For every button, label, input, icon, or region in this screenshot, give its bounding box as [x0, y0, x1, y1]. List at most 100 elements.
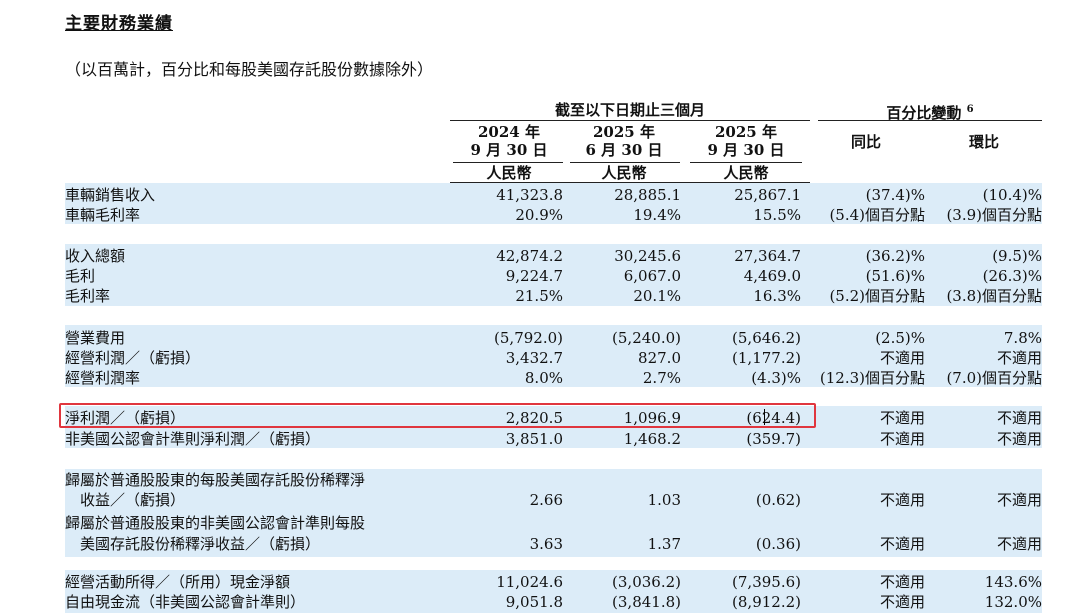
row-value-yoy: (51.6)%: [865, 267, 925, 285]
row-value-yoy: (5.4)個百分點: [829, 206, 925, 224]
row-value-v1: 3,851.0: [505, 430, 563, 448]
table-band: [65, 183, 1042, 224]
row-value-v2: 30,245.6: [614, 247, 681, 265]
row-value-v3: (5,646.2): [732, 329, 801, 347]
header-rule-change: [818, 120, 1042, 121]
row-value-yoy: 不適用: [879, 349, 925, 367]
row-value-v3: (0.62): [755, 491, 801, 509]
header-group-change: 百分比變動 6: [886, 104, 974, 122]
header-currency-1: 人民幣: [486, 164, 532, 182]
text-cursor: [764, 409, 765, 425]
table-band: [65, 570, 1042, 613]
row-value-qoq: 不適用: [996, 430, 1042, 448]
row-value-v1: 9,051.8: [505, 593, 563, 611]
row-value-v2: 827.0: [638, 349, 681, 367]
row-value-v3: (624.4): [746, 409, 801, 427]
row-label: 經營利潤／（虧損）: [65, 349, 201, 367]
row-value-v2: (3,036.2): [612, 573, 681, 591]
row-value-yoy: 不適用: [879, 535, 925, 553]
header-currency-3: 人民幣: [723, 164, 769, 182]
row-label: 收入總額: [65, 247, 126, 265]
row-label: 淨利潤／（虧損）: [65, 409, 186, 427]
header-group-period: 截至以下日期止三個月: [554, 101, 705, 119]
row-value-qoq: (26.3)%: [982, 267, 1042, 285]
row-value-qoq: 不適用: [996, 491, 1042, 509]
row-value-qoq: 不適用: [996, 349, 1042, 367]
row-value-qoq: 不適用: [996, 535, 1042, 553]
row-value-v3: 27,364.7: [734, 247, 801, 265]
header-bottom-rule: [450, 182, 810, 183]
row-label: 經營活動所得／（所用）現金淨額: [65, 573, 291, 591]
row-value-v1: 8.0%: [524, 369, 563, 387]
row-value-yoy: 不適用: [879, 573, 925, 591]
row-value-v1: 9,224.7: [505, 267, 563, 285]
header-date-rule-3: [690, 162, 802, 163]
row-value-v3: 15.5%: [753, 206, 801, 224]
row-label: 自由現金流（非美國公認會計準則）: [65, 593, 306, 611]
header-currency-2: 人民幣: [601, 164, 647, 182]
row-value-v2: 20.1%: [633, 287, 681, 305]
row-value-v3: (4.3)%: [751, 369, 801, 387]
row-value-qoq: (9.5)%: [992, 247, 1042, 265]
row-value-qoq: 132.0%: [984, 593, 1042, 611]
row-label: 毛利率: [65, 287, 111, 305]
row-value-v3: (1,177.2): [732, 349, 801, 367]
row-value-v2: 28,885.1: [614, 186, 681, 204]
row-value-yoy: (37.4)%: [865, 186, 925, 204]
row-value-v1: (5,792.0): [494, 329, 563, 347]
row-value-yoy: (2.5)%: [875, 329, 925, 347]
row-label: 歸屬於普通股股東的非美國公認會計準則每股: [65, 514, 366, 532]
row-label: 歸屬於普通股股東的每股美國存託股份稀釋淨: [65, 471, 366, 489]
page-title: 主要財務業績: [65, 14, 173, 34]
row-value-v1: 11,024.6: [496, 573, 563, 591]
row-value-v2: (5,240.0): [612, 329, 681, 347]
row-value-v3: 25,867.1: [734, 186, 801, 204]
row-label: 車輛銷售收入: [65, 186, 156, 204]
row-value-v1: 42,874.2: [496, 247, 563, 265]
row-label: 車輛毛利率: [65, 206, 141, 224]
header-yoy: 同比: [850, 133, 881, 151]
header-rule-period: [450, 120, 810, 121]
table-band: [65, 325, 1042, 387]
row-value-qoq: (3.9)個百分點: [946, 206, 1042, 224]
row-label: 非美國公認會計準則淨利潤／（虧損）: [65, 430, 321, 448]
header-date-rule-1: [453, 162, 563, 163]
row-label: 毛利: [65, 267, 96, 285]
header-qoq: 環比: [968, 133, 999, 151]
row-value-v1: 21.5%: [515, 287, 563, 305]
row-value-v2: (3,841.8): [612, 593, 681, 611]
row-value-yoy: 不適用: [879, 491, 925, 509]
row-value-yoy: (36.2)%: [865, 247, 925, 265]
row-value-yoy: 不適用: [879, 409, 925, 427]
row-value-v1: 2.66: [529, 491, 563, 509]
highlight-box: [59, 403, 816, 428]
row-value-yoy: 不適用: [879, 430, 925, 448]
row-value-v3: (7,395.6): [732, 573, 801, 591]
row-value-qoq: 7.8%: [1003, 329, 1042, 347]
row-value-qoq: 不適用: [996, 409, 1042, 427]
page-subtitle: （以百萬計，百分比和每股美國存託股份數據除外）: [65, 60, 434, 79]
row-label-cont: 美國存託股份稀釋淨收益／（虧損）: [80, 535, 321, 553]
row-value-v3: (8,912.2): [732, 593, 801, 611]
row-value-v1: 2,820.5: [505, 409, 563, 427]
header-date-rule-2: [570, 162, 680, 163]
row-value-yoy: (12.3)個百分點: [819, 369, 925, 387]
row-value-v2: 1.03: [647, 491, 681, 509]
row-value-v3: 16.3%: [753, 287, 801, 305]
row-value-v3: 4,469.0: [743, 267, 801, 285]
row-value-v3: (0.36): [755, 535, 801, 553]
table-band: [65, 469, 1042, 512]
row-label-cont: 收益／（虧損）: [80, 491, 186, 509]
row-value-v1: 20.9%: [515, 206, 563, 224]
row-value-qoq: (3.8)個百分點: [946, 287, 1042, 305]
row-value-v2: 6,067.0: [623, 267, 681, 285]
table-band: [65, 244, 1042, 306]
row-value-qoq: (7.0)個百分點: [946, 369, 1042, 387]
row-value-v1: 3.63: [529, 535, 563, 553]
row-label: 經營利潤率: [65, 369, 141, 387]
row-value-v1: 41,323.8: [496, 186, 563, 204]
row-value-v2: 1.37: [647, 535, 681, 553]
